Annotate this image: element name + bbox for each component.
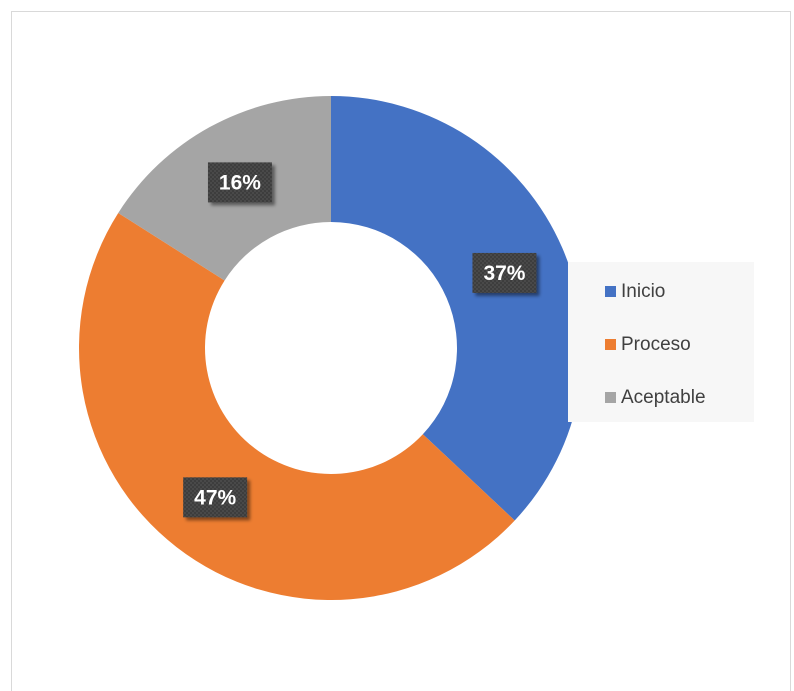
slice-inicio [331, 96, 583, 521]
legend-label-inicio: Inicio [621, 280, 666, 302]
data-label-proceso: 47% [183, 477, 248, 518]
legend-swatch-proceso [605, 338, 616, 350]
data-label-text: 47% [194, 486, 236, 509]
data-labels: 37% 47% 16% [183, 162, 537, 518]
data-label-inicio: 37% [472, 252, 537, 293]
donut-slices [79, 95, 583, 600]
data-label-text: 37% [483, 262, 525, 285]
legend-label-aceptable: Aceptable [621, 386, 706, 408]
legend-swatch-aceptable [605, 391, 616, 403]
data-label-box [183, 477, 248, 518]
legend-item-aceptable: Aceptable [568, 384, 754, 410]
chart-frame [11, 11, 791, 691]
legend: Inicio Proceso Aceptable [568, 262, 754, 422]
data-label-aceptable: 16% [207, 162, 272, 203]
data-label-box [472, 252, 537, 293]
data-label-text: 16% [219, 171, 261, 194]
legend-swatch-inicio [605, 285, 616, 297]
legend-label-proceso: Proceso [621, 333, 691, 355]
data-label-box [207, 162, 272, 203]
donut-chart: 37% 47% 16% [79, 95, 583, 600]
legend-item-inicio: Inicio [568, 278, 754, 304]
legend-item-proceso: Proceso [568, 331, 754, 357]
